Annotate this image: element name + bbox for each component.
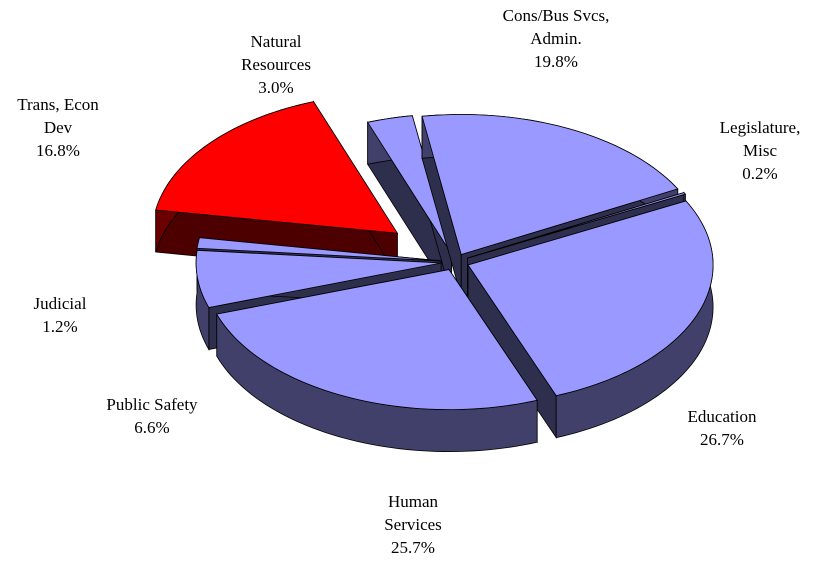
slice-top (196, 237, 442, 262)
slice-label: Legislature, Misc 0.2% (705, 116, 815, 185)
slice (155, 100, 399, 277)
slice (367, 115, 452, 298)
category-label: Human Services (384, 492, 442, 534)
slice-label: Public Safety 6.6% (77, 393, 227, 439)
value-label: 25.7% (391, 538, 435, 557)
slice-top (467, 192, 687, 259)
value-label: 3.0% (258, 78, 294, 97)
value-label: 19.8% (534, 52, 578, 71)
slice-top (467, 200, 714, 397)
category-label: Trans, Econ Dev (17, 95, 99, 137)
slice (216, 268, 538, 452)
slice-label: Trans, Econ Dev 16.8% (3, 93, 113, 162)
slice-top (367, 115, 452, 255)
category-label: Natural Resources (241, 32, 311, 74)
slice-top (216, 269, 538, 410)
slice-label: Judicial 1.2% (15, 292, 105, 338)
category-label: Judicial (33, 294, 87, 313)
slice-top (195, 249, 442, 308)
slice (467, 199, 714, 439)
value-label: 1.2% (42, 317, 78, 336)
category-label: Public Safety (106, 395, 198, 414)
value-label: 0.2% (742, 164, 778, 183)
slice-top (421, 114, 679, 255)
slice-label: Natural Resources 3.0% (221, 30, 331, 99)
slice-label: Education 26.7% (657, 405, 787, 451)
value-label: 16.8% (36, 141, 80, 160)
slice-label: Cons/Bus Svcs, Admin. 19.8% (486, 4, 626, 73)
category-label: Education (687, 407, 757, 426)
slice-label: Human Services 25.7% (368, 490, 458, 559)
category-label: Legislature, Misc (719, 118, 801, 160)
category-label: Cons/Bus Svcs, Admin. (502, 6, 610, 48)
value-label: 6.6% (134, 418, 170, 437)
value-label: 26.7% (700, 430, 744, 449)
slice-top (155, 101, 399, 234)
